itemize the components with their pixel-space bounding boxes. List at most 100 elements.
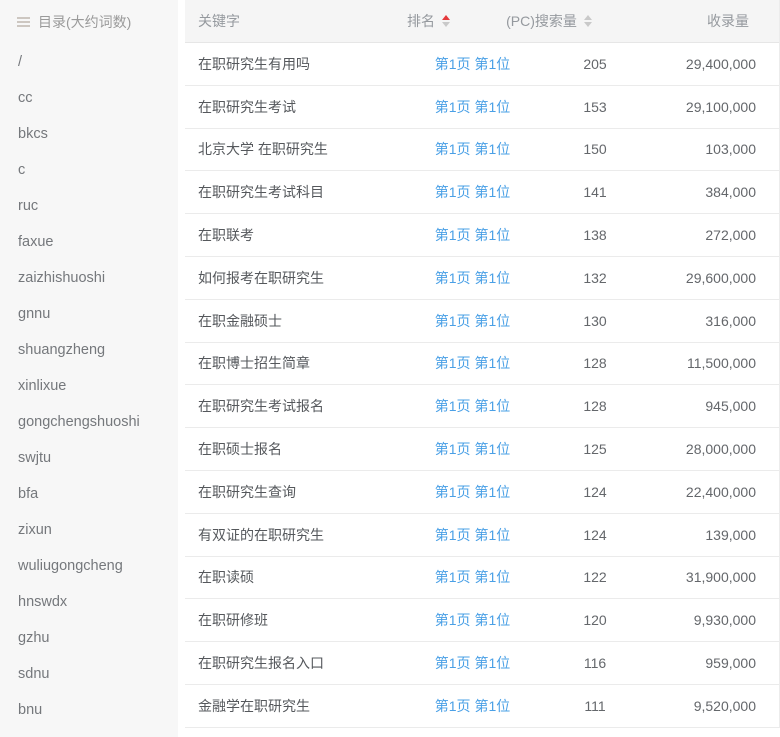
search-volume-cell: 132 [583, 269, 607, 286]
search-volume-cell: 141 [583, 184, 607, 201]
search-volume-cell: 111 [584, 697, 606, 714]
directory-item[interactable]: c [18, 162, 26, 178]
table-row: 在职读硕 第1页 第1位 122 31,900,000 [185, 556, 779, 600]
search-volume-cell: 205 [583, 55, 607, 72]
directory-item[interactable]: gnnu [18, 306, 51, 322]
indexed-cell: 29,600,000 [685, 269, 756, 286]
sort-desc-icon[interactable] [442, 22, 450, 27]
directory-item[interactable]: bfa [18, 486, 39, 502]
rank-cell: 第1页 第1位 [420, 268, 525, 288]
column-header-search-volume[interactable]: (PC)搜索量 [506, 11, 665, 31]
keyword-cell: 在职硕士报名 [198, 441, 282, 458]
keyword-cell: 在职研究生报名入口 [198, 655, 324, 672]
directory-item[interactable]: shuangzheng [18, 342, 106, 358]
rank-link[interactable]: 第1页 第1位 [434, 269, 511, 286]
table-header-row: 关键字 排名 (PC)搜索量 收录量 [185, 0, 779, 43]
sidebar-title: 目录(大约词数) [38, 14, 132, 30]
directory-item[interactable]: faxue [18, 234, 54, 250]
rank-link[interactable]: 第1页 第1位 [434, 441, 511, 458]
rank-link[interactable]: 第1页 第1位 [434, 184, 511, 201]
rank-cell: 第1页 第1位 [420, 225, 525, 245]
rank-link[interactable]: 第1页 第1位 [434, 355, 511, 372]
search-volume-cell: 128 [583, 355, 607, 372]
sort-arrows-rank[interactable] [442, 15, 450, 27]
rank-cell: 第1页 第1位 [420, 439, 525, 459]
table-row: 如何报考在职研究生 第1页 第1位 132 29,600,000 [185, 256, 779, 300]
indexed-cell: 103,000 [705, 141, 756, 158]
keyword-cell: 在职研究生查询 [198, 483, 296, 500]
indexed-cell: 9,930,000 [693, 612, 756, 629]
sort-arrows-search-volume[interactable] [583, 15, 592, 27]
rank-link[interactable]: 第1页 第1位 [434, 483, 511, 500]
rank-cell: 第1页 第1位 [420, 54, 525, 74]
table-row: 北京大学 在职研究生 第1页 第1位 150 103,000 [185, 128, 779, 172]
indexed-cell: 316,000 [705, 312, 756, 329]
directory-item[interactable]: cc [18, 90, 33, 106]
directory-item[interactable]: / [18, 54, 23, 70]
indexed-cell: 959,000 [705, 655, 756, 672]
sort-asc-icon[interactable] [583, 15, 592, 20]
indexed-cell: 29,400,000 [685, 55, 756, 72]
sort-desc-icon[interactable] [583, 22, 592, 27]
directory-item[interactable]: swjtu [18, 450, 52, 466]
rank-cell: 第1页 第1位 [420, 653, 525, 673]
search-volume-cell: 122 [583, 569, 607, 586]
directory-item[interactable]: zaizhishuoshi [18, 270, 106, 286]
indexed-cell: 28,000,000 [685, 441, 756, 458]
keyword-cell: 在职金融硕士 [198, 312, 282, 329]
list-icon [17, 17, 30, 27]
directory-item[interactable]: zixun [18, 522, 52, 538]
search-volume-cell: 124 [583, 483, 607, 500]
table-row: 在职联考 第1页 第1位 138 272,000 [185, 214, 779, 257]
directory-item[interactable]: gongchengshuoshi [18, 414, 140, 430]
search-volume-cell: 153 [583, 98, 607, 115]
rank-link[interactable]: 第1页 第1位 [434, 312, 511, 329]
search-volume-cell: 150 [583, 141, 607, 158]
column-header-search-volume-label: (PC)搜索量 [506, 13, 577, 29]
column-header-rank[interactable]: 排名 [407, 11, 525, 31]
table-row: 在职金融硕士 第1页 第1位 130 316,000 [185, 299, 779, 343]
indexed-cell: 31,900,000 [685, 569, 756, 586]
keyword-cell: 在职研修班 [198, 612, 268, 629]
directory-item[interactable]: bkcs [18, 126, 48, 142]
table-row: 在职研究生报名入口 第1页 第1位 116 959,000 [185, 642, 779, 685]
search-volume-cell: 125 [583, 441, 607, 458]
table-row: 在职研究生考试科目 第1页 第1位 141 384,000 [185, 171, 779, 215]
directory-item[interactable]: bnu [18, 702, 43, 718]
rank-link[interactable]: 第1页 第1位 [434, 227, 511, 244]
sort-asc-icon[interactable] [442, 15, 450, 20]
rank-cell: 第1页 第1位 [420, 182, 525, 202]
indexed-cell: 29,100,000 [685, 98, 756, 115]
column-header-indexed: 收录量 [707, 13, 749, 29]
rank-cell: 第1页 第1位 [420, 311, 525, 331]
directory-item[interactable]: gzhu [18, 630, 50, 646]
rank-link[interactable]: 第1页 第1位 [434, 569, 511, 586]
rank-link[interactable]: 第1页 第1位 [434, 612, 511, 629]
directory-item[interactable]: xinlixue [18, 378, 67, 394]
rank-link[interactable]: 第1页 第1位 [434, 697, 511, 714]
directory-item[interactable]: hnswdx [18, 594, 68, 610]
search-volume-cell: 138 [583, 227, 607, 244]
rank-link[interactable]: 第1页 第1位 [434, 655, 511, 672]
indexed-cell: 945,000 [705, 398, 756, 415]
keyword-cell: 金融学在职研究生 [198, 697, 310, 714]
keyword-cell: 在职研究生考试报名 [198, 398, 324, 415]
keyword-cell: 在职研究生考试 [198, 98, 296, 115]
rank-cell: 第1页 第1位 [420, 610, 525, 630]
table-row: 金融学在职研究生 第1页 第1位 111 9,520,000 [185, 684, 779, 728]
rank-link[interactable]: 第1页 第1位 [434, 141, 511, 158]
keyword-cell: 北京大学 在职研究生 [198, 141, 328, 158]
indexed-cell: 9,520,000 [693, 697, 756, 714]
directory-item[interactable]: ruc [18, 198, 39, 214]
keyword-cell: 在职联考 [198, 227, 254, 244]
rank-link[interactable]: 第1页 第1位 [434, 55, 511, 72]
directory-item[interactable]: sdnu [18, 666, 50, 682]
rank-cell: 第1页 第1位 [420, 139, 525, 159]
rank-link[interactable]: 第1页 第1位 [434, 398, 511, 415]
rank-link[interactable]: 第1页 第1位 [434, 526, 511, 543]
rank-link[interactable]: 第1页 第1位 [434, 98, 511, 115]
table-row: 在职硕士报名 第1页 第1位 125 28,000,000 [185, 428, 779, 471]
keyword-cell: 如何报考在职研究生 [198, 269, 324, 286]
search-volume-cell: 116 [583, 655, 607, 672]
directory-item[interactable]: wuliugongcheng [18, 558, 123, 574]
